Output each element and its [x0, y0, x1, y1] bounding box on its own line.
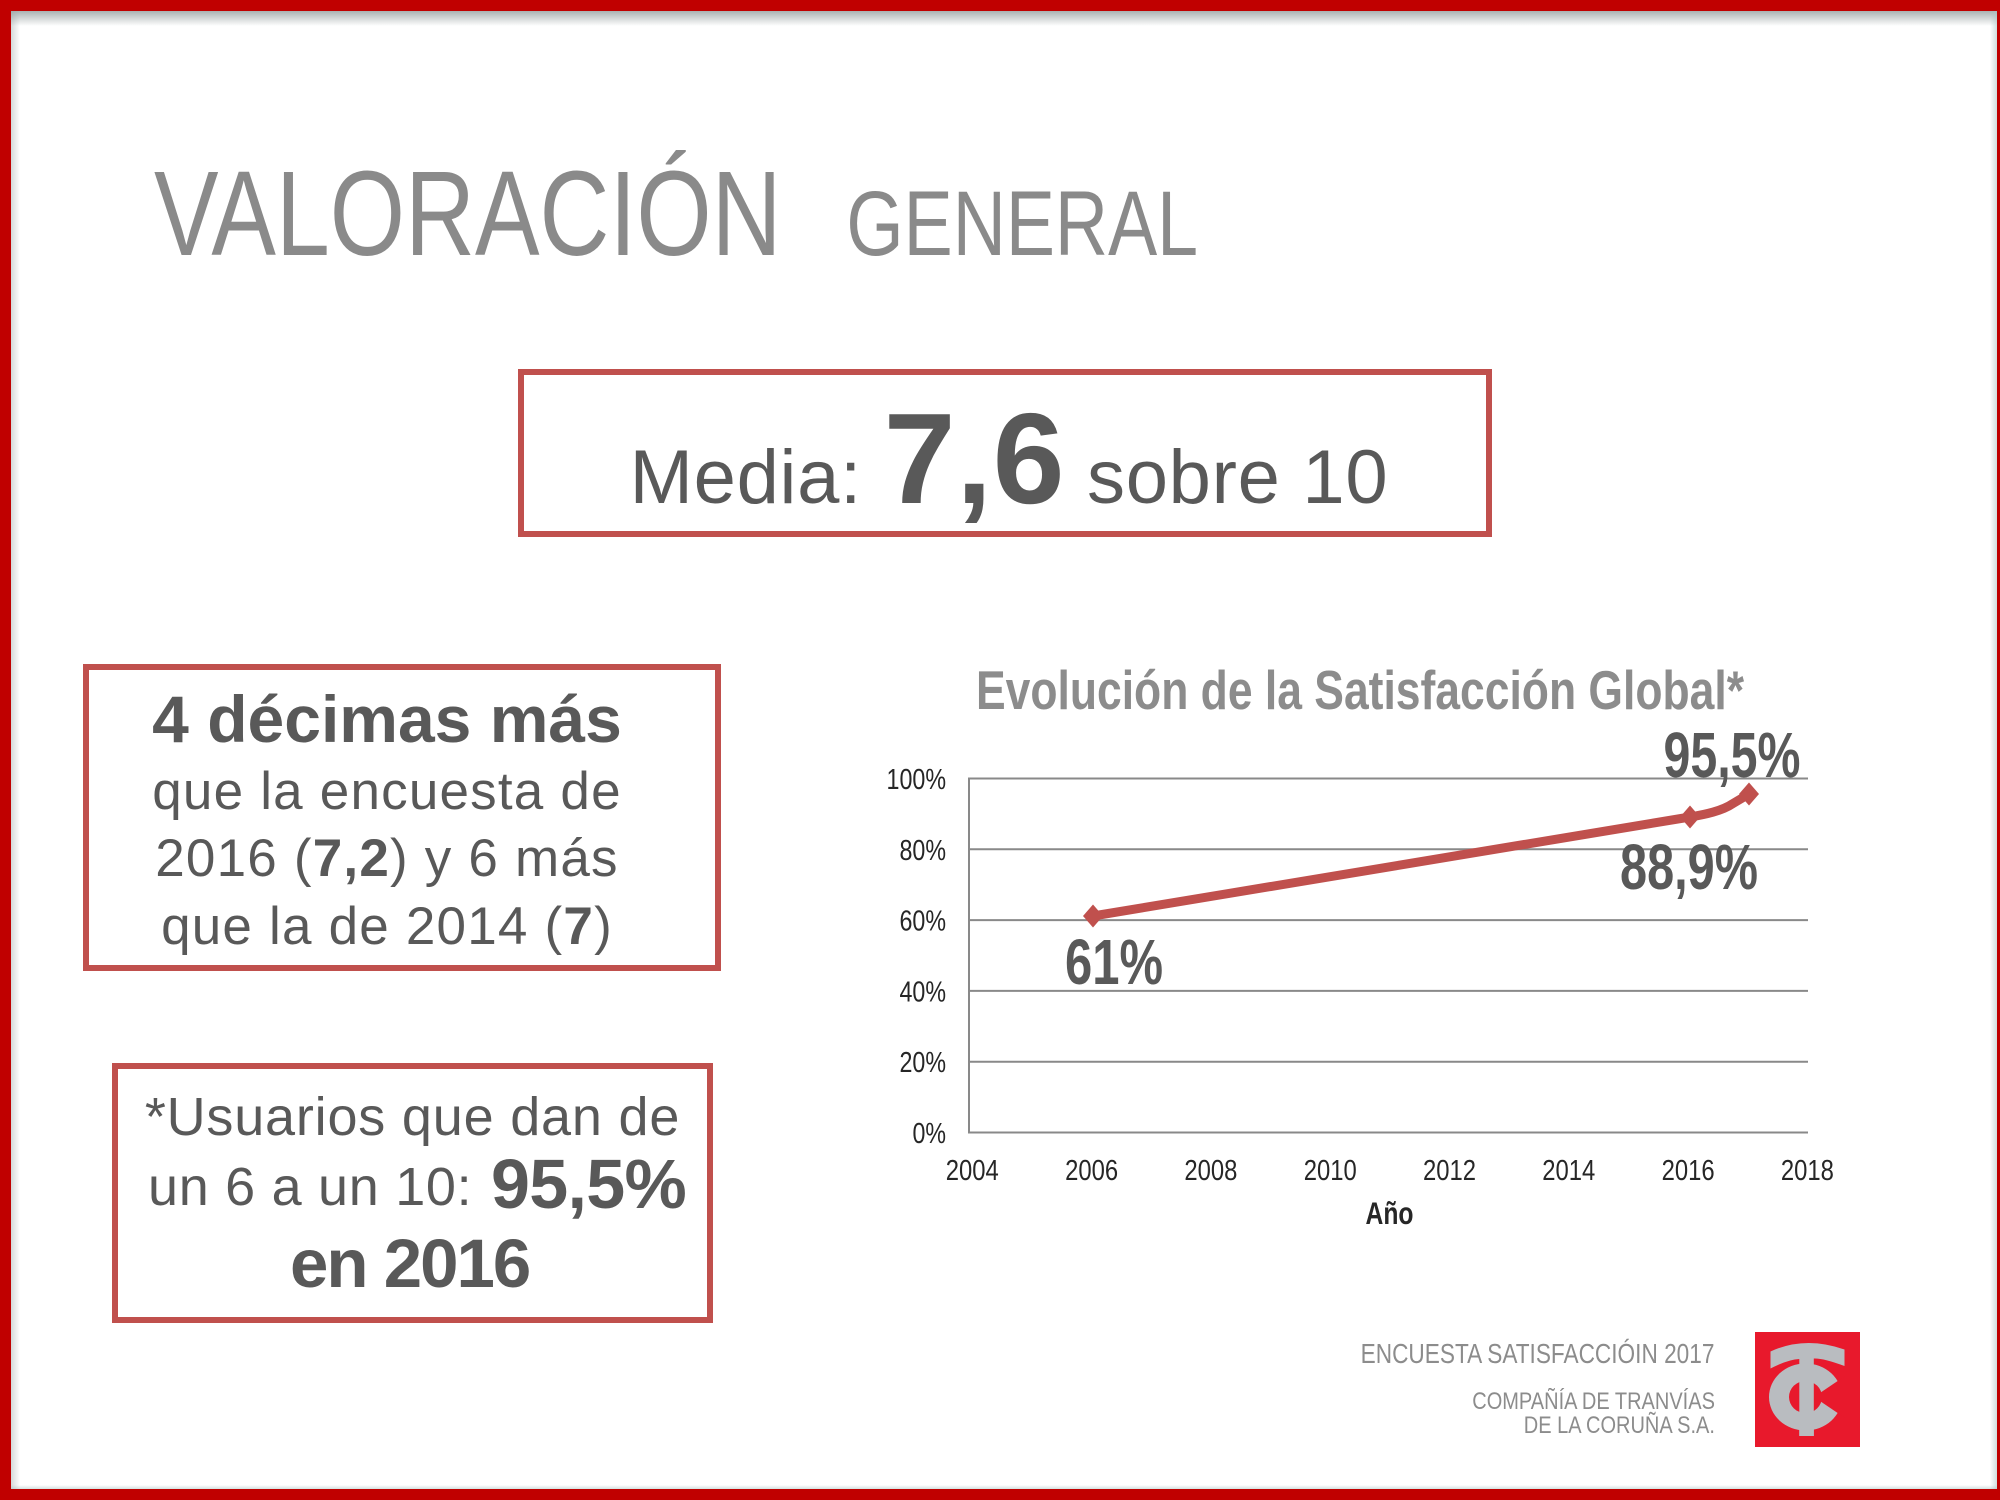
svg-text:2014: 2014	[1542, 1155, 1595, 1187]
svg-text:2008: 2008	[1184, 1155, 1237, 1187]
svg-text:Evolución de la Satisfacción G: Evolución de la Satisfacción Global*	[976, 659, 1744, 721]
svg-text:2016: 2016	[1662, 1155, 1715, 1187]
svg-text:0%: 0%	[913, 1118, 947, 1150]
svg-text:2018: 2018	[1781, 1155, 1834, 1187]
svg-text:2004: 2004	[946, 1155, 999, 1187]
svg-text:88,9%: 88,9%	[1620, 831, 1758, 903]
svg-text:2010: 2010	[1304, 1155, 1357, 1187]
svg-text:95,5%: 95,5%	[1664, 719, 1801, 791]
svg-text:20%: 20%	[900, 1047, 947, 1079]
svg-text:2012: 2012	[1423, 1155, 1476, 1187]
svg-text:100%: 100%	[887, 764, 947, 796]
svg-text:Año: Año	[1366, 1195, 1414, 1231]
svg-text:40%: 40%	[900, 976, 947, 1008]
svg-text:60%: 60%	[900, 906, 947, 938]
svg-text:80%: 80%	[900, 835, 947, 867]
svg-text:2006: 2006	[1065, 1155, 1118, 1187]
svg-text:61%: 61%	[1065, 926, 1163, 998]
